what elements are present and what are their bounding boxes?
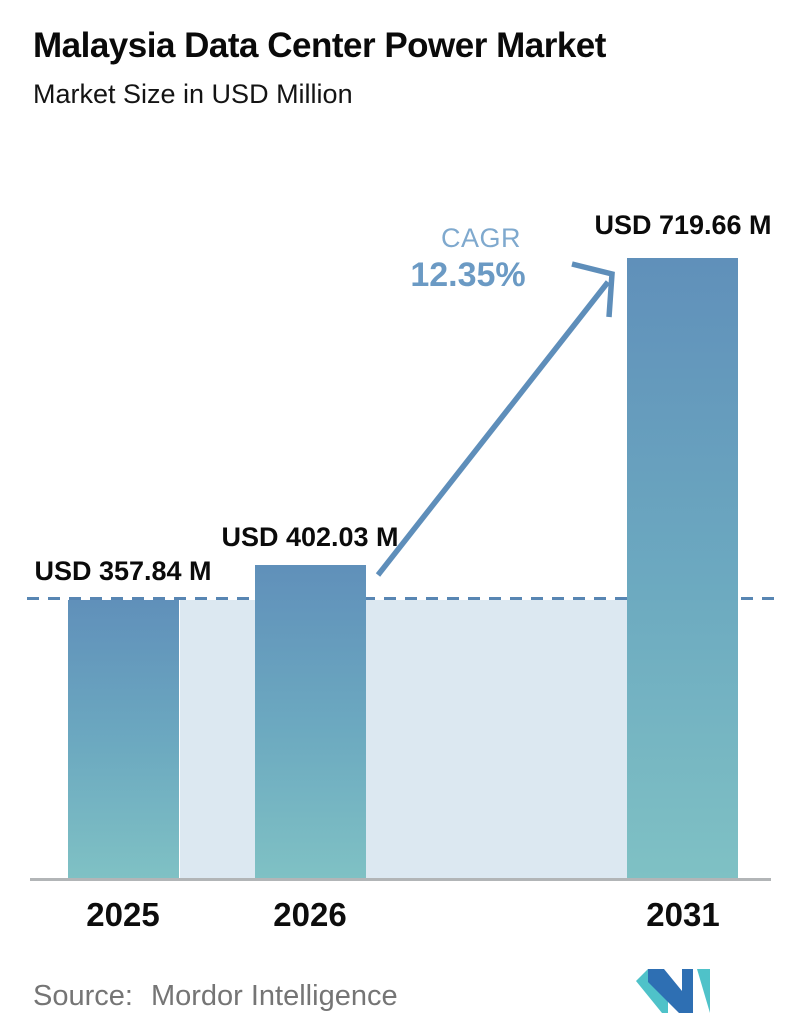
x-tick-2026: 2026 [273,896,347,933]
x-tick-2031: 2031 [646,896,720,933]
reference-dashed-line [27,597,780,600]
x-axis-line [30,878,771,881]
bar-value-label-2025: USD 357.84 M [34,556,212,586]
reference-shaded-region [180,600,627,878]
bar-2025 [68,600,179,878]
source-row: Source: Mordor Intelligence [33,980,398,1013]
bar-2026 [255,565,366,878]
chart-title: Malaysia Data Center Power Market [33,26,606,65]
bar-value-label-2031: USD 719.66 M [594,210,772,240]
cagr-value: 12.35% [410,256,526,294]
mordor-intelligence-logo [636,969,710,1013]
source-label: Source: [33,980,133,1012]
cagr-label: CAGR [440,223,522,253]
bar-2031 [627,258,738,878]
x-tick-2025: 2025 [86,896,160,933]
chart-subtitle: Market Size in USD Million [33,79,353,109]
source-name: Mordor Intelligence [150,980,398,1012]
bar-value-label-2026: USD 402.03 M [221,522,399,552]
